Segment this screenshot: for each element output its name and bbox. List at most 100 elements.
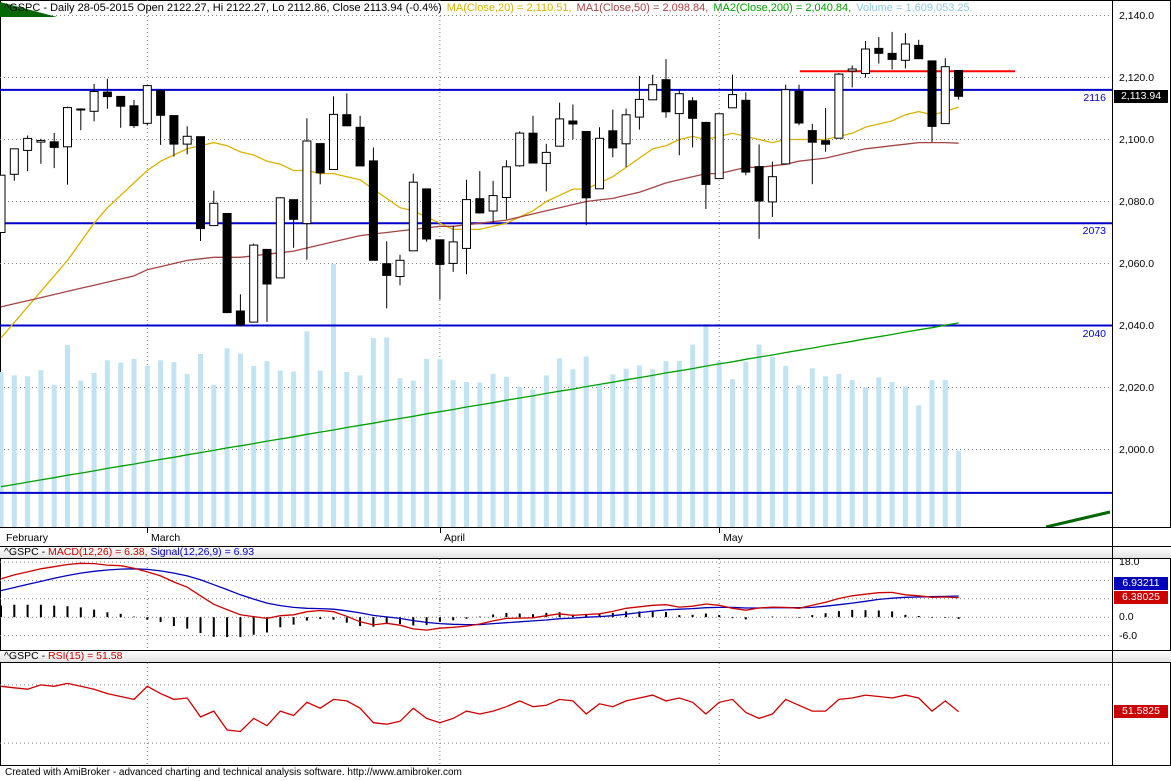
- macd-axis-label: 0.0: [1119, 611, 1134, 623]
- support-resistance-lines[interactable]: [0, 88, 1112, 494]
- macd-title-prefix: ^GSPC -: [4, 546, 49, 558]
- title-ma200: MA2(Close,200) = 2,040.84,: [713, 2, 852, 14]
- value-axis-separator: [1112, 0, 1113, 765]
- candle: [821, 140, 831, 145]
- month-label: April: [444, 532, 466, 544]
- candle: [36, 140, 46, 143]
- macd-panel[interactable]: [0, 559, 1112, 650]
- candle: [661, 79, 671, 113]
- candle: [355, 126, 365, 167]
- footer-credit: Created with AmiBroker - advanced charti…: [0, 765, 1171, 781]
- macd-axis-label: -6.0: [1119, 630, 1138, 642]
- candle: [9, 148, 19, 175]
- price-axis-label: 2,040.0: [1119, 320, 1155, 332]
- rsi-chart-canvas[interactable]: [0, 663, 1112, 765]
- candle: [701, 121, 711, 185]
- footer-text: Created with AmiBroker - advanced charti…: [5, 767, 462, 778]
- last-price-box: 2,113.94: [1114, 90, 1168, 103]
- hline-value-label: 2073: [1082, 225, 1106, 237]
- candle: [714, 113, 724, 180]
- candle: [116, 95, 126, 107]
- title-ma50: MA1(Close,50) = 2,098.84,: [576, 2, 709, 14]
- month-label: May: [723, 532, 743, 544]
- trendline-fragment[interactable]: [1045, 510, 1111, 527]
- candle: [422, 188, 432, 240]
- candle: [249, 244, 259, 323]
- month-tick: [719, 528, 720, 533]
- candle: [235, 310, 245, 326]
- candle: [262, 248, 272, 285]
- rsi-title-rsi: RSI(15) = 51.58: [48, 650, 123, 662]
- candle: [861, 48, 870, 74]
- candle: [222, 213, 232, 314]
- candle: [448, 241, 458, 264]
- candle: [23, 137, 33, 151]
- candle: [794, 90, 804, 124]
- candle: [728, 94, 737, 109]
- volume-bars: [0, 264, 962, 527]
- trendline-fragment[interactable]: [0, 2, 57, 17]
- ma-overlay-0: [0, 106, 959, 339]
- candle: [63, 107, 72, 148]
- candle: [528, 132, 538, 164]
- candle: [475, 198, 485, 214]
- candle: [674, 93, 684, 115]
- candle: [634, 98, 644, 118]
- macd-value-box: 6.38025: [1114, 591, 1168, 604]
- candle: [89, 91, 99, 112]
- candle: [501, 166, 511, 199]
- hline-value-label: 2116: [1083, 92, 1106, 104]
- candle: [515, 132, 525, 167]
- candle: [741, 99, 751, 173]
- title-ma20: MA(Close,20) = 2,110.51,: [446, 2, 572, 14]
- rsi-line: [0, 682, 960, 733]
- candle: [329, 113, 338, 170]
- price-axis-label: 2,080.0: [1119, 196, 1155, 208]
- candle: [0, 174, 6, 233]
- candle: [900, 43, 910, 61]
- candle: [435, 239, 445, 265]
- candle: [767, 176, 777, 203]
- candle: [76, 108, 86, 111]
- rsi-panel[interactable]: [0, 663, 1112, 765]
- price-axis-label: 2,000.0: [1119, 444, 1155, 456]
- title-volume: Volume = 1,609,053.25.: [856, 2, 973, 14]
- candle: [568, 120, 578, 125]
- candle: [196, 136, 205, 230]
- date-axis: February March April May: [0, 527, 1171, 546]
- candle: [807, 130, 817, 143]
- candle: [648, 84, 658, 101]
- candlesticks: [0, 31, 964, 327]
- candle: [940, 66, 950, 125]
- hline-value-label: 2040: [1082, 328, 1106, 340]
- macd-histogram: [0, 604, 960, 638]
- macd-series-0: [0, 562, 959, 631]
- candle: [275, 197, 285, 279]
- rsi-grid: [0, 663, 1112, 765]
- candle: [182, 135, 192, 145]
- candle: [342, 114, 352, 127]
- month-label: February: [6, 532, 49, 544]
- candle: [914, 44, 924, 60]
- candle: [156, 90, 166, 116]
- candle: [874, 47, 884, 54]
- candle: [209, 202, 219, 227]
- rsi-panel-title: ^GSPC - RSI(15) = 51.58: [0, 650, 1171, 663]
- month-tick: [147, 528, 148, 533]
- candle: [382, 263, 392, 276]
- candle: [488, 195, 498, 212]
- rsi-value-box: 51.5825: [1114, 705, 1168, 718]
- candle: [142, 85, 152, 124]
- candle: [954, 70, 964, 97]
- macd-chart-canvas[interactable]: [0, 559, 1112, 650]
- candle: [555, 118, 565, 147]
- macd-title-signal: Signal(12,26,9) = 6.93: [147, 546, 255, 558]
- candle: [927, 60, 937, 127]
- price-chart-canvas[interactable]: [0, 0, 1112, 527]
- candle: [462, 199, 471, 249]
- price-panel-title: ^GSPC - Daily 28-05-2015 Open 2122.27, H…: [4, 2, 973, 14]
- title-main: ^GSPC - Daily 28-05-2015 Open 2122.27, H…: [4, 2, 442, 14]
- price-panel[interactable]: ^GSPC - Daily 28-05-2015 Open 2122.27, H…: [0, 0, 1112, 527]
- candle: [541, 151, 551, 164]
